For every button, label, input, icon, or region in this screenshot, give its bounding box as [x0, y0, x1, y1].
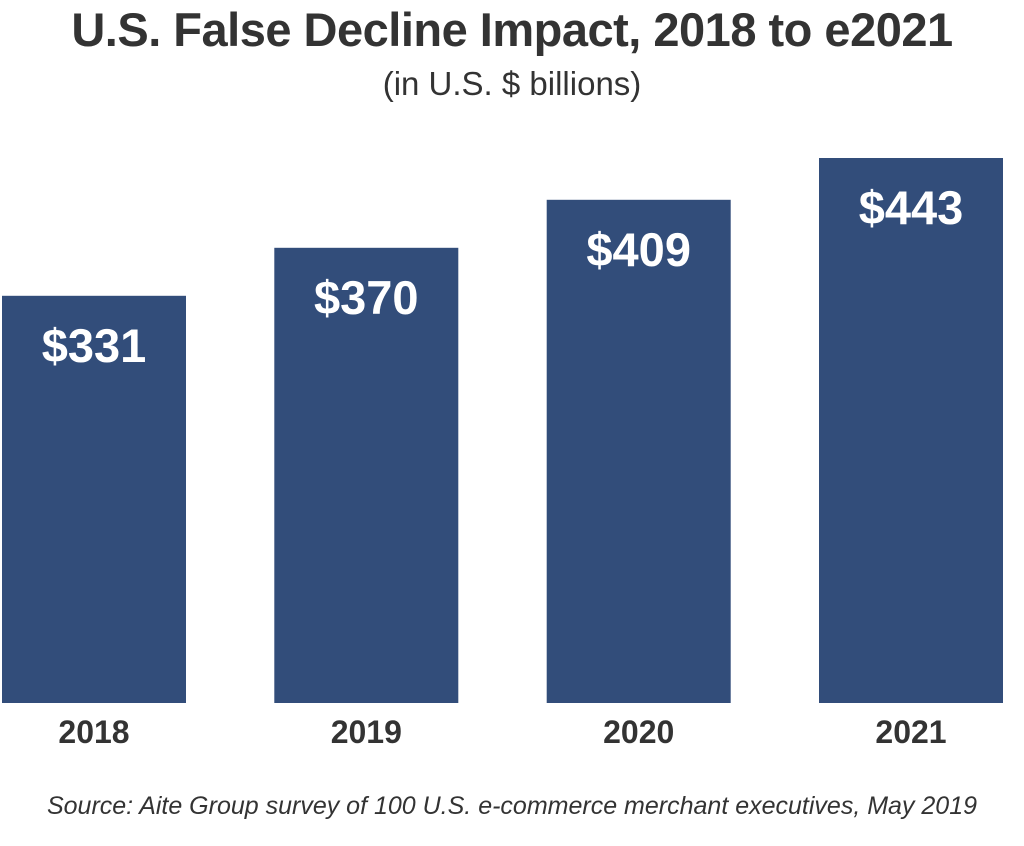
bars-group [2, 158, 1003, 704]
bar-2020 [546, 199, 731, 704]
bar-labels-group: $331 $370 $409 $443 [42, 181, 964, 372]
x-tick-label-2019: 2019 [331, 714, 402, 750]
bar-2019 [274, 247, 459, 704]
bar-2021 [819, 158, 1003, 703]
chart-subtitle: (in U.S. $ billions) [382, 65, 642, 102]
bar-value-label-2019: $370 [314, 271, 419, 324]
bar-value-label-2020: $409 [586, 223, 691, 276]
bar-value-label-2018: $331 [42, 319, 147, 372]
chart-title: U.S. False Decline Impact, 2018 to e2021 [71, 3, 953, 56]
x-tick-labels-group: 2018 2019 2020 2021 [58, 714, 946, 750]
x-tick-label-2018: 2018 [58, 714, 129, 750]
source-note: Source: Aite Group survey of 100 U.S. e-… [46, 792, 978, 820]
x-tick-label-2021: 2021 [875, 714, 946, 750]
x-tick-label-2020: 2020 [603, 714, 674, 750]
bar-2018 [2, 295, 186, 703]
bar-value-label-2021: $443 [859, 181, 964, 234]
